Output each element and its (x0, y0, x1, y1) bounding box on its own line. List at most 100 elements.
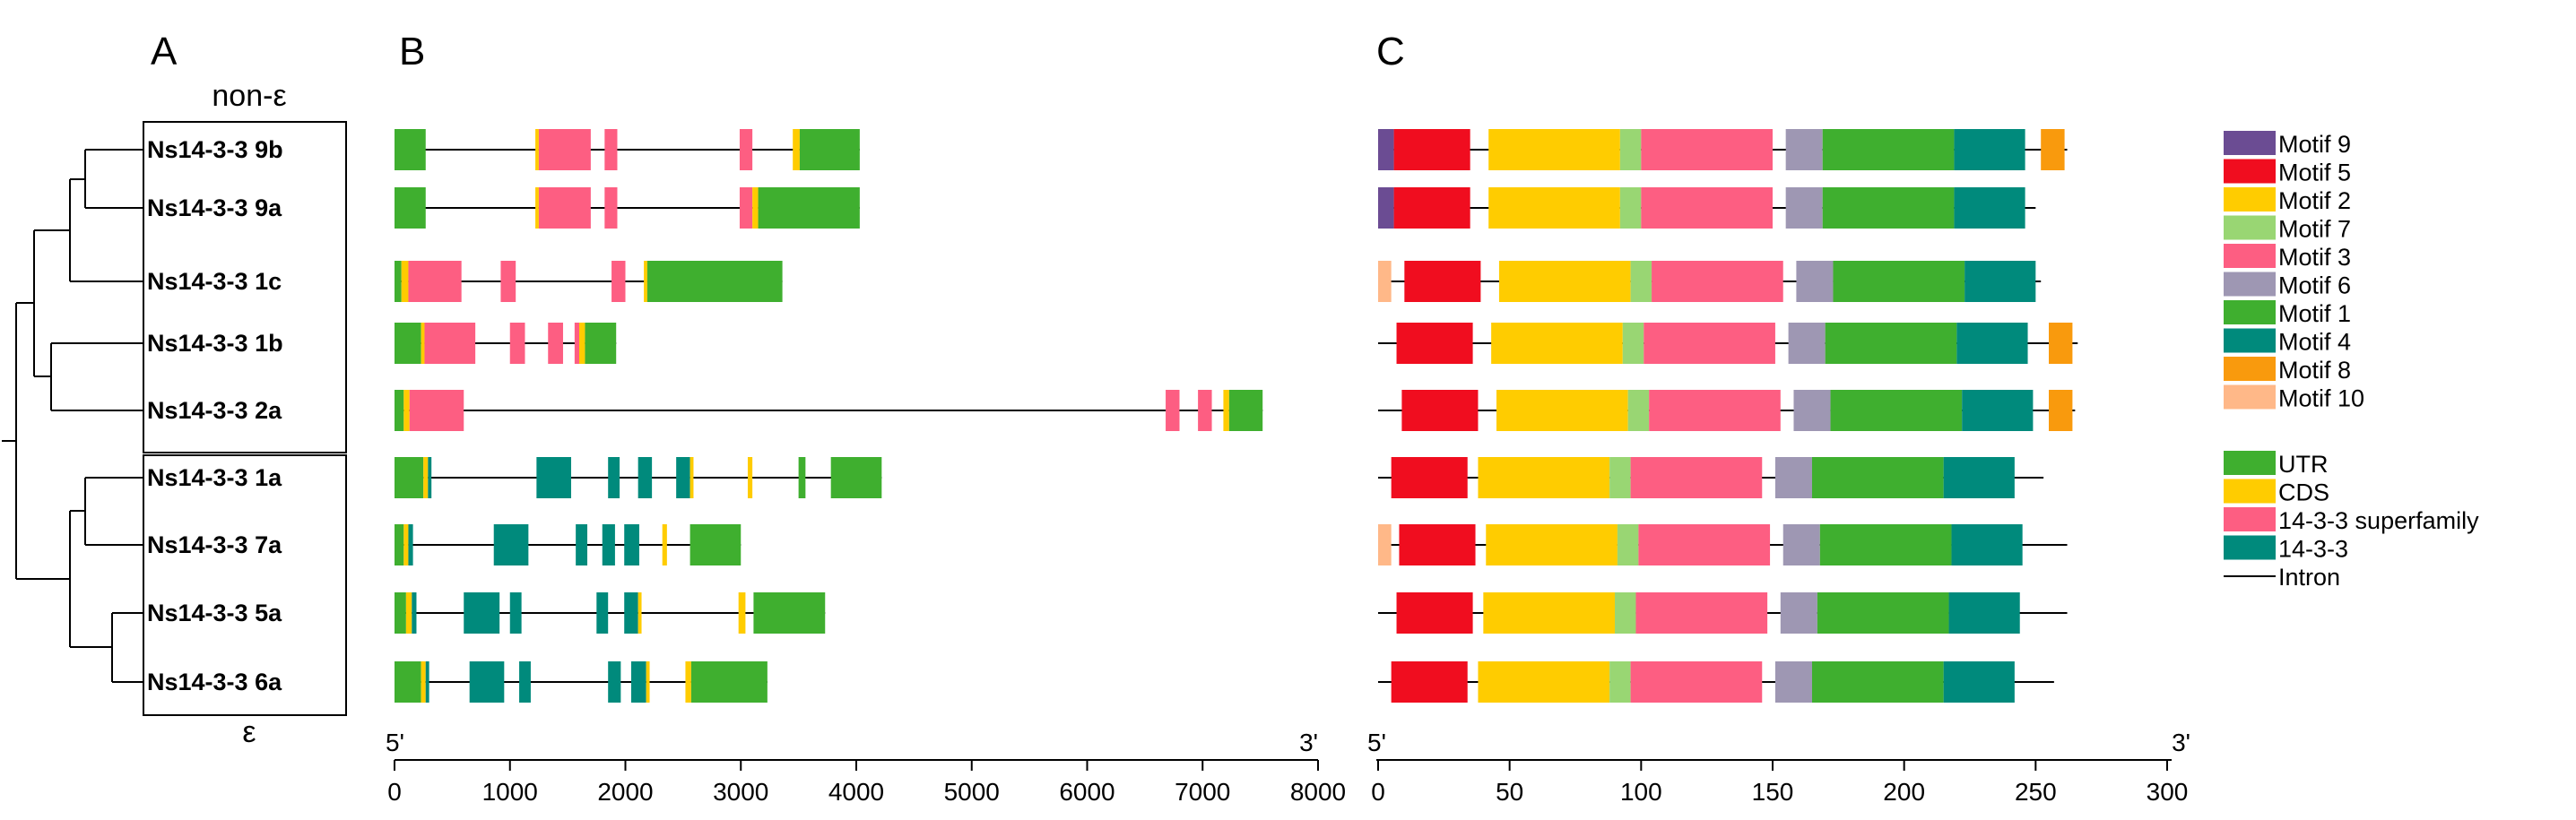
utr-block (758, 187, 860, 229)
legend-swatch (2224, 384, 2276, 410)
superfamily-block (548, 323, 563, 364)
protein-length-tick-label: 0 (1371, 778, 1385, 806)
utr-block (395, 129, 426, 170)
utr-block (395, 323, 421, 364)
cds-block (644, 261, 647, 302)
utr-block (395, 661, 421, 703)
cds-block (423, 457, 429, 498)
fam1433-block (608, 661, 621, 703)
legend-label: Motif 1 (2278, 300, 2351, 327)
motif4-block (1943, 661, 2015, 703)
superfamily-block (409, 390, 464, 431)
motif7-block (1609, 661, 1631, 703)
motif4-block (1954, 187, 2025, 229)
gene-name: Ns14-3-3 9a (147, 194, 282, 221)
legend-swatch (2224, 328, 2276, 353)
utr-block (395, 261, 402, 302)
motif6-block (1785, 187, 1823, 229)
gene-name: Ns14-3-3 9b (147, 136, 283, 163)
cds-block (690, 457, 694, 498)
gene-length-tick-label: 7000 (1175, 778, 1230, 806)
fam1433-block (493, 524, 529, 565)
utr-block (798, 457, 806, 498)
protein-length-axis: 5' 3' 0 50 100 150 200 250 300 (1367, 729, 2190, 806)
fam1433-block (536, 457, 571, 498)
epsilon-group-box (143, 454, 347, 716)
legend-label: Motif 6 (2278, 272, 2351, 299)
motif6-block (1774, 661, 1812, 703)
motif2-block (1488, 187, 1620, 229)
legend-swatch (2224, 357, 2276, 381)
legend-label: Motif 8 (2278, 357, 2351, 384)
cds-block (662, 524, 667, 565)
motif5-block (1391, 457, 1468, 498)
fam1433-block (412, 592, 417, 634)
tree-branch (34, 342, 143, 411)
motif3-block (1649, 390, 1781, 431)
tree-branch (2, 303, 17, 579)
cds-block (1223, 390, 1229, 431)
motif7-block (1615, 592, 1636, 634)
gene-length-tick-label: 4000 (828, 778, 884, 806)
superfamily-block (604, 187, 618, 229)
axis-5-prime-label: 5' (386, 729, 404, 756)
legend-swatch (2224, 244, 2276, 268)
panel-a-label: A (151, 30, 178, 73)
cds-block (421, 661, 426, 703)
motif4-block (1951, 524, 2023, 565)
fam1433-block (624, 524, 639, 565)
motif4-block (1956, 323, 2028, 364)
motif6-block (1782, 524, 1820, 565)
phylogenetic-tree (2, 149, 143, 683)
legend-swatch (2224, 215, 2276, 240)
legend-swatch (2224, 131, 2276, 155)
utr-block (585, 323, 617, 364)
motif1-block (1812, 457, 1944, 498)
motif8-block (2041, 129, 2065, 170)
motif6-block (1788, 323, 1826, 364)
superfamily-block (604, 129, 618, 170)
motif7-block (1617, 524, 1639, 565)
superfamily-block (538, 129, 591, 170)
tree-branch (70, 149, 143, 209)
gene-name: Ns14-3-3 2a (147, 397, 282, 424)
motif1-block (1830, 390, 1963, 431)
gene-length-tick-label: 6000 (1059, 778, 1115, 806)
fam1433-block (469, 661, 505, 703)
legend-label: Motif 10 (2278, 385, 2364, 412)
superfamily-block (1198, 390, 1212, 431)
utr-block (395, 524, 404, 565)
gene-length-tick-label: 8000 (1290, 778, 1346, 806)
motif3-block (1638, 524, 1771, 565)
motif4-block (1965, 261, 2036, 302)
motif6-block (1785, 129, 1823, 170)
utr-block (753, 592, 826, 634)
superfamily-block (739, 129, 753, 170)
panel-c-label: C (1376, 30, 1405, 73)
motif4-block (1962, 390, 2034, 431)
legend-swatch (2224, 479, 2276, 504)
gene-name: Ns14-3-3 6a (147, 669, 282, 695)
superfamily-block (538, 187, 591, 229)
motif1-block (1819, 524, 1952, 565)
motif5-block (1393, 129, 1470, 170)
motif1-block (1833, 261, 1965, 302)
cds-block (535, 187, 539, 229)
motif3-block (1630, 661, 1763, 703)
motif2-block (1488, 129, 1620, 170)
axis-5-prime-label: 5' (1367, 729, 1386, 756)
utr-block (395, 592, 406, 634)
panel-b-label: B (399, 30, 425, 73)
motif2-block (1496, 390, 1628, 431)
motif6-block (1774, 457, 1812, 498)
protein-length-tick-label: 200 (1883, 778, 1925, 806)
superfamily-block (500, 261, 516, 302)
legend-swatch (2224, 300, 2276, 324)
gene-name: Ns14-3-3 7a (147, 531, 282, 558)
cds-block (685, 661, 691, 703)
gene-name: Ns14-3-3 5a (147, 600, 282, 626)
fam1433-block (596, 592, 609, 634)
tree-branch (16, 230, 35, 376)
motif8-block (2049, 323, 2073, 364)
